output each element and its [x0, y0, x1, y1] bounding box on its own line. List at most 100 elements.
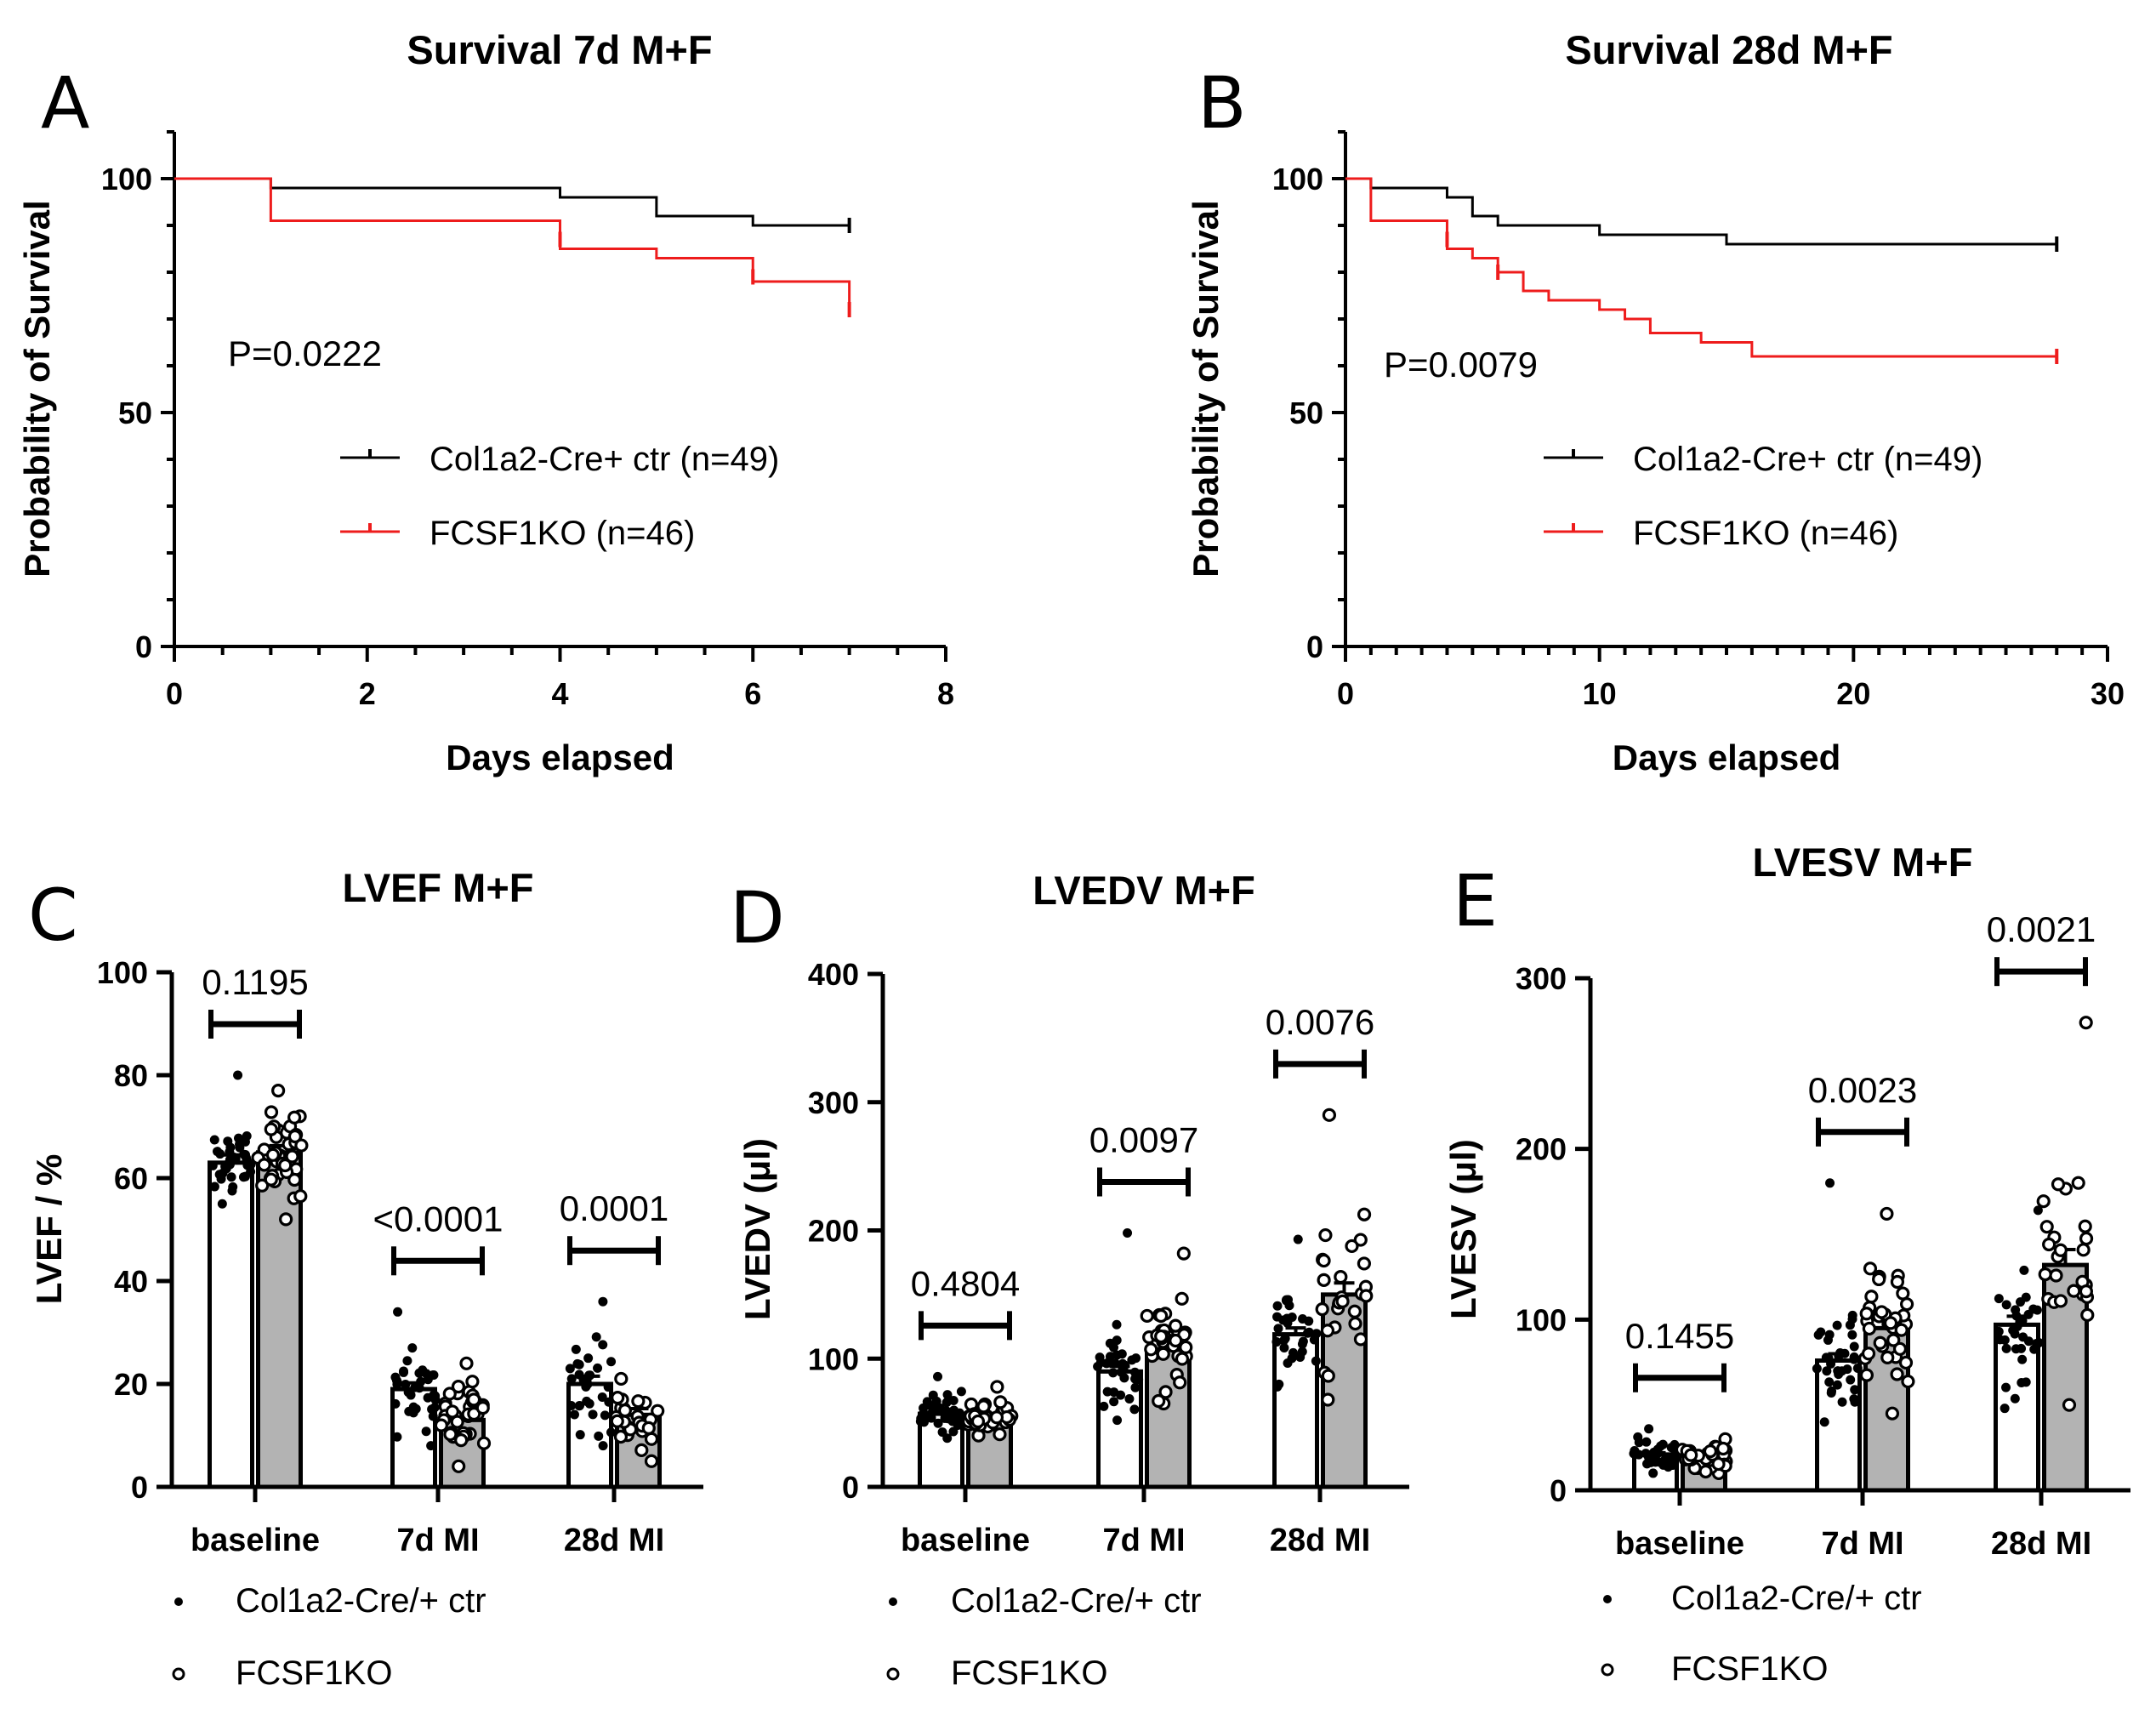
data-point-ctr — [594, 1431, 604, 1441]
data-point-ctr — [209, 1182, 219, 1192]
data-point-ko — [445, 1404, 459, 1419]
data-point-ko — [993, 1427, 1007, 1442]
data-point-ko — [1154, 1329, 1169, 1344]
data-point-ctr — [583, 1353, 594, 1364]
category-label: 7d MI — [1821, 1526, 1903, 1562]
data-point-ko — [443, 1427, 458, 1442]
data-point-ko — [993, 1395, 1008, 1409]
panel-letter: C — [28, 874, 78, 957]
data-point-ctr — [583, 1379, 593, 1389]
y-tick-label: 20 — [114, 1367, 148, 1402]
data-point-ctr — [588, 1409, 598, 1420]
data-point-ko — [271, 1084, 286, 1098]
category-label: 7d MI — [396, 1523, 479, 1558]
data-point-ko — [613, 1429, 629, 1444]
data-point-ctr — [1832, 1320, 1842, 1330]
data-point-ko — [1890, 1274, 1905, 1290]
y-tick-label: 200 — [1516, 1132, 1567, 1167]
data-point-ko — [1872, 1272, 1886, 1287]
data-point-ctr — [569, 1409, 579, 1420]
data-point-ctr — [392, 1432, 402, 1442]
data-point-ko — [465, 1375, 480, 1389]
data-point-ctr — [1666, 1443, 1676, 1453]
data-point-ko — [1317, 1253, 1331, 1268]
data-point-ctr — [1116, 1390, 1126, 1400]
data-point-ko — [641, 1421, 656, 1435]
data-point-ko — [287, 1129, 302, 1144]
data-point-ko — [611, 1391, 625, 1405]
data-point-ko — [1345, 1239, 1359, 1254]
data-point-ctr — [1108, 1368, 1118, 1378]
data-point-ctr — [1668, 1454, 1678, 1464]
data-point-ko — [1898, 1355, 1914, 1370]
y-tick-label: 0 — [1306, 629, 1323, 664]
chart-title: LVESV M+F — [1753, 840, 1973, 885]
data-point-ko — [2076, 1243, 2091, 1257]
data-point-ko — [452, 1459, 466, 1473]
data-point-ko — [1156, 1347, 1170, 1361]
data-point-ctr — [2019, 1265, 2029, 1275]
x-tick-label: 10 — [1583, 676, 1617, 711]
data-point-ko — [2053, 1294, 2068, 1308]
panel-letter: D — [730, 876, 785, 959]
data-point-ctr — [1819, 1417, 1829, 1427]
legend-label-ko: FCSF1KO (n=46) — [429, 515, 695, 552]
data-point-ctr — [242, 1155, 252, 1165]
data-point-ctr — [1846, 1375, 1856, 1385]
legend-marker-ko — [886, 1667, 900, 1681]
x-axis-label: Days elapsed — [446, 737, 674, 777]
data-point-ctr — [414, 1368, 424, 1378]
data-point-ko — [1179, 1340, 1193, 1355]
data-point-ctr — [600, 1410, 610, 1421]
data-point-ctr — [401, 1379, 411, 1389]
data-point-ctr — [1271, 1337, 1282, 1347]
data-point-ctr — [1826, 1358, 1836, 1369]
survival-panel-a: A Survival 7d M+F 0 50 100 0 2 4 6 8 Days elapsed P… — [17, 27, 954, 777]
data-point-ctr — [1852, 1363, 1863, 1373]
data-point-ctr — [1842, 1364, 1852, 1375]
data-point-ctr — [391, 1375, 401, 1386]
panel-letter: A — [41, 61, 89, 145]
data-point-ctr — [1822, 1366, 1832, 1376]
data-point-ctr — [2017, 1354, 2028, 1364]
data-point-ctr — [421, 1426, 431, 1437]
data-point-ctr — [598, 1340, 608, 1350]
data-point-ctr — [571, 1344, 581, 1354]
y-tick-label: 300 — [1516, 961, 1567, 996]
data-point-ctr — [1278, 1315, 1288, 1325]
data-point-ctr — [1812, 1364, 1822, 1374]
data-point-ko — [1322, 1108, 1337, 1122]
data-point-ko — [451, 1380, 466, 1394]
data-point-ctr — [220, 1162, 230, 1172]
data-point-ctr — [575, 1430, 585, 1440]
data-point-ko — [1348, 1316, 1362, 1331]
data-point-ctr — [226, 1172, 236, 1182]
data-point-ko — [1315, 1301, 1329, 1317]
data-point-ko — [264, 1122, 278, 1136]
y-tick-label: 100 — [101, 162, 152, 196]
data-point-ctr — [1832, 1380, 1842, 1390]
bar-panel-e: E LVESV M+F 0 100 200 300 baseline 7d MI 28d MI L… — [1443, 840, 2130, 1688]
data-point-ctr — [1287, 1312, 1297, 1322]
data-point-ctr — [1130, 1374, 1141, 1384]
data-point-ko — [634, 1443, 649, 1457]
p-value-label: 0.0076 — [1266, 1002, 1374, 1042]
data-point-ctr — [1298, 1314, 1308, 1324]
category-label: 28d MI — [564, 1523, 664, 1558]
data-point-ctr — [426, 1441, 436, 1451]
data-point-ko — [1873, 1335, 1887, 1350]
legend-marker-ko — [1601, 1663, 1614, 1677]
data-point-ko — [1357, 1256, 1372, 1271]
data-point-ctr — [2017, 1343, 2027, 1353]
data-point-ko — [1169, 1333, 1183, 1348]
legend-label-ko: FCSF1KO — [951, 1654, 1107, 1692]
data-point-ko — [2053, 1243, 2068, 1257]
data-point-ko — [1864, 1290, 1879, 1304]
data-point-ctr — [215, 1149, 225, 1159]
data-point-ctr — [1293, 1234, 1303, 1244]
bar-ko — [256, 1150, 303, 1489]
data-point-ko — [265, 1147, 281, 1162]
x-tick-label: 30 — [2091, 676, 2125, 711]
data-point-ctr — [565, 1364, 575, 1374]
data-point-ko — [1885, 1406, 1900, 1421]
